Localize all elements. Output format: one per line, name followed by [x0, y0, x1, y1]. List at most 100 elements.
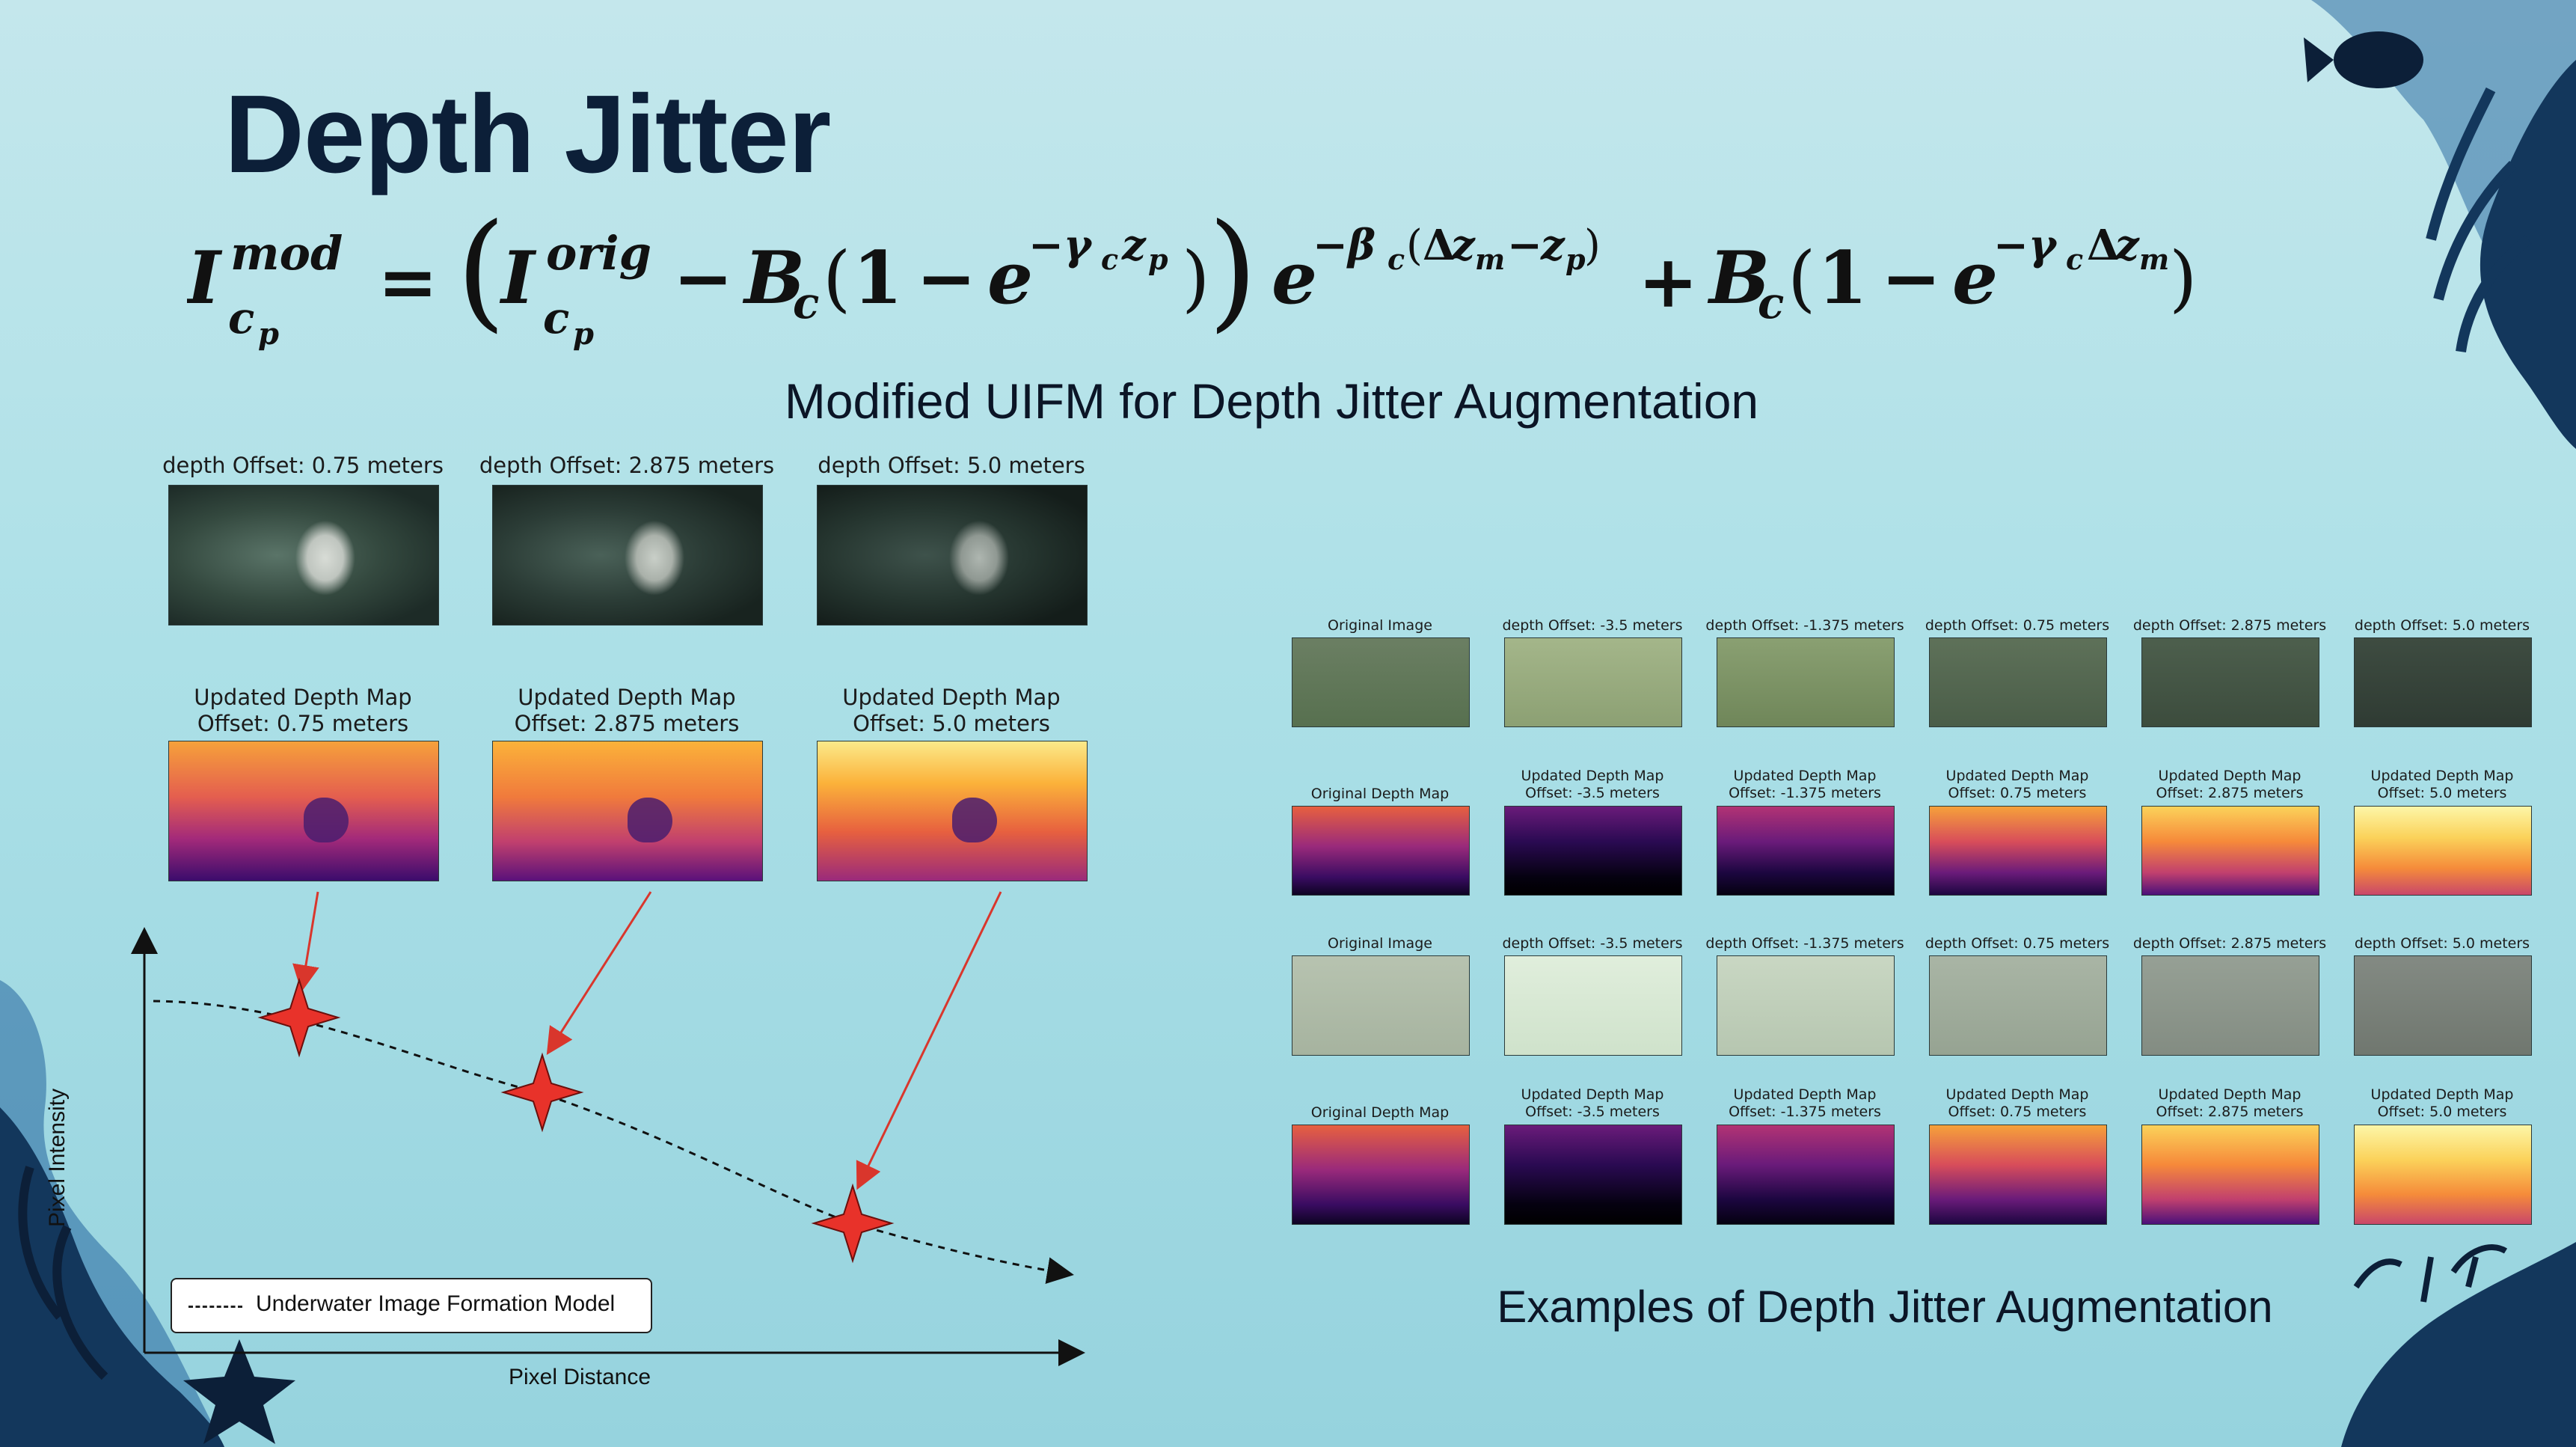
- svg-text:z: z: [1540, 221, 1565, 270]
- svg-text:−: −: [1881, 236, 1941, 320]
- svg-text:−β: −β: [1313, 221, 1376, 270]
- grid-r2-map-6: [2354, 806, 2532, 896]
- marker-star-2: [500, 1052, 584, 1133]
- svg-text:p: p: [1148, 242, 1168, 276]
- grid-r3-title-1: Original Image: [1328, 935, 1432, 952]
- uifm-curve: [153, 1000, 1074, 1284]
- grid-r2-title-4: Updated Depth Map Offset: 0.75 meters: [1945, 768, 2089, 801]
- grid-r1-image-4: [1929, 637, 2107, 727]
- svg-text:(: (: [1406, 221, 1423, 270]
- left-map-title-1: Updated Depth Map Offset: 0.75 meters: [194, 685, 412, 736]
- left-depth-map-1: [168, 741, 439, 881]
- grid-r4-title-6: Updated Depth Map Offset: 5.0 meters: [2370, 1086, 2514, 1120]
- grid-r3-image-3: [1717, 955, 1895, 1056]
- grid-r1-title-4: depth Offset: 0.75 meters: [1925, 617, 2110, 634]
- svg-text:c: c: [1387, 242, 1405, 276]
- legend-text: Underwater Image Formation Model: [256, 1291, 616, 1316]
- grid-r2-title-2: Updated Depth Map Offset: -3.5 meters: [1521, 768, 1664, 801]
- equation-caption: Modified UIFM for Depth Jitter Augmentat…: [784, 373, 1759, 429]
- grid-r1-title-6: depth Offset: 5.0 meters: [2354, 617, 2530, 634]
- svg-text:p: p: [573, 316, 594, 352]
- svg-text:−: −: [1507, 221, 1542, 270]
- svg-text:m: m: [2139, 242, 2169, 276]
- left-map-title-3: Updated Depth Map Offset: 5.0 meters: [842, 685, 1061, 736]
- grid-r1-title-1: Original Image: [1328, 617, 1432, 634]
- svg-text:1: 1: [1818, 236, 1868, 320]
- svg-text:z: z: [1121, 221, 1147, 270]
- svg-text:c: c: [793, 278, 819, 328]
- svg-text:): ): [1208, 213, 1257, 345]
- grid-r1-image-3: [1717, 637, 1895, 727]
- svg-text:Δ: Δ: [2087, 221, 2119, 270]
- eq-lhs-sub-p: p: [258, 316, 279, 352]
- grid-r3-image-6: [2354, 955, 2532, 1056]
- grid-r3-image-5: [2141, 955, 2319, 1056]
- grid-r4-map-3: [1717, 1125, 1895, 1225]
- grid-r1-image-5: [2141, 637, 2319, 727]
- grid-r2-map-4: [1929, 806, 2107, 896]
- grid-r3-title-2: depth Offset: -3.5 meters: [1502, 935, 1683, 952]
- eq-lhs-base: I: [187, 236, 223, 320]
- left-depth-map-3: [817, 741, 1088, 881]
- grid-r3-image-4: [1929, 955, 2107, 1056]
- svg-text:(: (: [823, 236, 850, 320]
- eq-lhs-sub: c: [228, 293, 254, 343]
- svg-text:1: 1: [853, 236, 903, 320]
- grid-r3-title-4: depth Offset: 0.75 meters: [1925, 935, 2110, 952]
- plot-legend: Underwater Image Formation Model: [171, 1278, 652, 1333]
- grid-r4-map-5: [2141, 1125, 2319, 1225]
- grid-r3-title-5: depth Offset: 2.875 meters: [2132, 935, 2327, 952]
- grid-r2-title-3: Updated Depth Map Offset: -1.375 meters: [1729, 768, 1881, 801]
- slide-title: Depth Jitter: [224, 73, 831, 196]
- grid-r1-image-6: [2354, 637, 2532, 727]
- svg-text:−: −: [916, 236, 976, 320]
- svg-text:I: I: [499, 236, 537, 320]
- grid-r4-title-3: Updated Depth Map Offset: -1.375 meters: [1729, 1086, 1881, 1120]
- grid-r4-title-4: Updated Depth Map Offset: 0.75 meters: [1945, 1086, 2089, 1120]
- grid-r4-map-4: [1929, 1125, 2107, 1225]
- marker-star-3: [811, 1183, 895, 1264]
- left-underwater-image-2: [492, 485, 763, 625]
- x-axis-label: Pixel Distance: [508, 1365, 651, 1389]
- svg-text:e: e: [987, 236, 1033, 320]
- grid-r4-title-1: Original Depth Map: [1310, 1104, 1450, 1121]
- svg-text:c: c: [2066, 242, 2083, 276]
- svg-text:z: z: [2115, 221, 2140, 270]
- arrow-1: [292, 891, 319, 992]
- y-axis-label: Pixel Intensity: [45, 1088, 70, 1227]
- grid-r2-title-6: Updated Depth Map Offset: 5.0 meters: [2370, 768, 2514, 801]
- grid-r4-title-5: Updated Depth Map Offset: 2.875 meters: [2156, 1086, 2304, 1120]
- svg-text:B: B: [742, 236, 805, 320]
- starfish-icon: [183, 1339, 295, 1444]
- left-map-title-2: Updated Depth Map Offset: 2.875 meters: [514, 685, 740, 736]
- svg-text:p: p: [1565, 242, 1586, 276]
- grid-r2-map-3: [1717, 806, 1895, 896]
- svg-text:m: m: [1475, 242, 1505, 276]
- svg-text:−: −: [673, 236, 733, 320]
- svg-text:e: e: [1272, 236, 1317, 320]
- svg-text:orig: orig: [546, 226, 651, 281]
- grid-r4-map-6: [2354, 1125, 2532, 1225]
- svg-text:c: c: [543, 293, 569, 343]
- arrow-3: [856, 891, 1002, 1190]
- grid-r1-title-5: depth Offset: 2.875 meters: [2132, 617, 2327, 634]
- grid-r2-map-5: [2141, 806, 2319, 896]
- left-underwater-image-3: [817, 485, 1088, 625]
- svg-text:c: c: [1101, 242, 1118, 276]
- grid-r3-image-1: [1292, 955, 1470, 1056]
- left-underwater-image-1: [168, 485, 439, 625]
- grid-r2-title-5: Updated Depth Map Offset: 2.875 meters: [2156, 768, 2304, 801]
- grid-r1-image-1: [1292, 637, 1470, 727]
- arrow-2: [546, 891, 652, 1056]
- grid-r2-title-1: Original Depth Map: [1310, 786, 1450, 802]
- grid-r2-map-1: [1292, 806, 1470, 896]
- fish-icon: [2304, 31, 2423, 88]
- svg-text:−γ: −γ: [1028, 221, 1094, 270]
- left-image-title-3: depth Offset: 5.0 meters: [818, 453, 1085, 478]
- svg-text:z: z: [1450, 221, 1476, 270]
- svg-text:=: =: [378, 239, 438, 324]
- grid-r3-title-6: depth Offset: 5.0 meters: [2354, 935, 2530, 952]
- grid-r3-image-2: [1504, 955, 1682, 1056]
